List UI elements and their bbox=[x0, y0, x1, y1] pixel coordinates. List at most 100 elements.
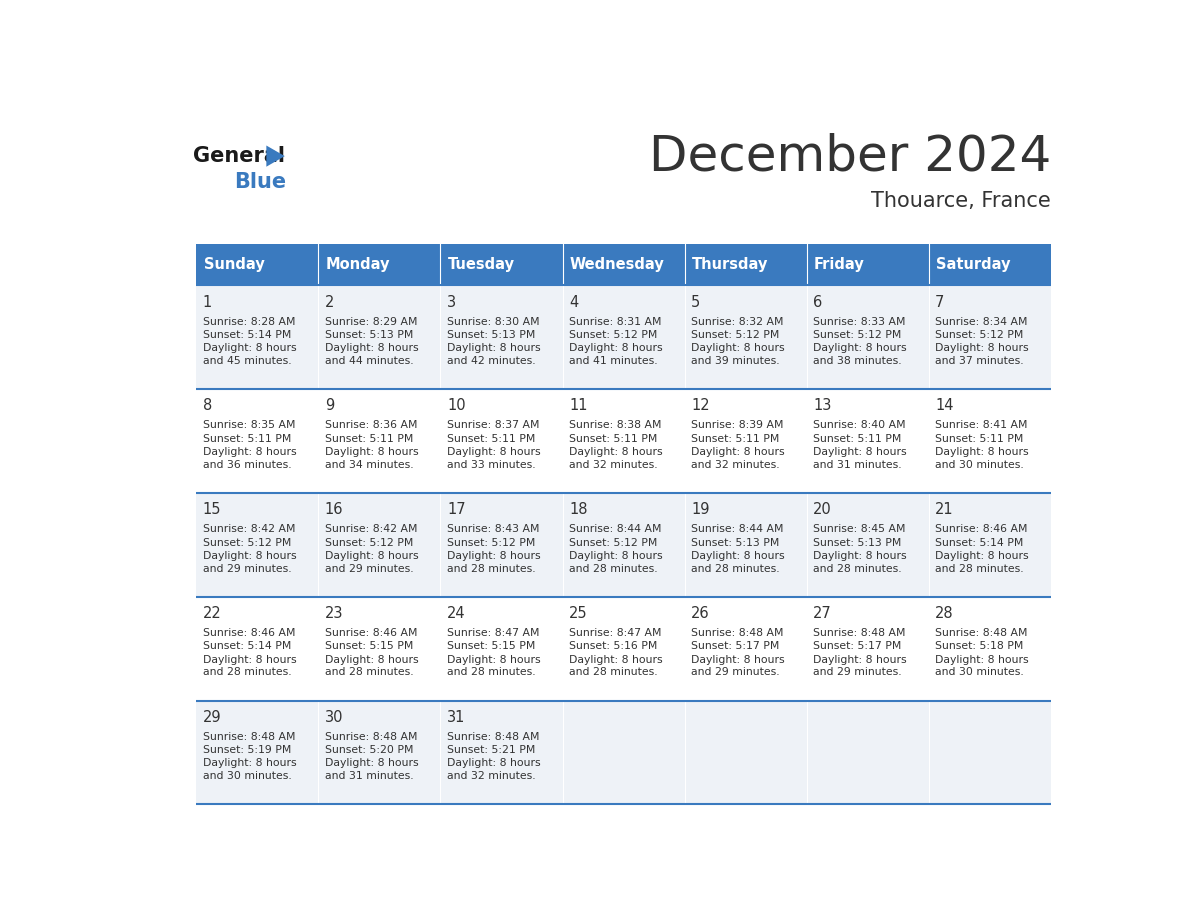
Text: Sunrise: 8:46 AM: Sunrise: 8:46 AM bbox=[203, 628, 296, 638]
Text: Sunrise: 8:48 AM: Sunrise: 8:48 AM bbox=[324, 732, 417, 742]
Text: Daylight: 8 hours: Daylight: 8 hours bbox=[447, 655, 541, 665]
Bar bbox=[196, 597, 318, 700]
Bar bbox=[318, 700, 441, 804]
Text: 14: 14 bbox=[935, 398, 954, 413]
Text: 16: 16 bbox=[324, 502, 343, 517]
Bar bbox=[318, 493, 441, 597]
Text: 29: 29 bbox=[203, 710, 221, 724]
Bar bbox=[929, 597, 1051, 700]
Text: Sunset: 5:12 PM: Sunset: 5:12 PM bbox=[569, 330, 657, 340]
Text: Daylight: 8 hours: Daylight: 8 hours bbox=[324, 655, 418, 665]
Text: and 42 minutes.: and 42 minutes. bbox=[447, 356, 536, 366]
Text: and 28 minutes.: and 28 minutes. bbox=[447, 667, 536, 677]
Bar bbox=[563, 493, 684, 597]
Text: Sunset: 5:12 PM: Sunset: 5:12 PM bbox=[324, 538, 413, 547]
Text: and 28 minutes.: and 28 minutes. bbox=[935, 564, 1024, 574]
Text: Sunset: 5:15 PM: Sunset: 5:15 PM bbox=[324, 642, 413, 651]
Text: and 29 minutes.: and 29 minutes. bbox=[203, 564, 291, 574]
Text: Sunrise: 8:48 AM: Sunrise: 8:48 AM bbox=[203, 732, 296, 742]
Bar bbox=[929, 285, 1051, 389]
Text: 27: 27 bbox=[813, 606, 832, 621]
Bar bbox=[318, 285, 441, 389]
Text: Daylight: 8 hours: Daylight: 8 hours bbox=[935, 655, 1029, 665]
Text: Wednesday: Wednesday bbox=[570, 257, 664, 273]
Text: Sunset: 5:11 PM: Sunset: 5:11 PM bbox=[935, 434, 1024, 443]
Text: 5: 5 bbox=[691, 295, 700, 309]
Text: Sunrise: 8:42 AM: Sunrise: 8:42 AM bbox=[203, 524, 296, 534]
Text: and 29 minutes.: and 29 minutes. bbox=[324, 564, 413, 574]
Bar bbox=[563, 700, 684, 804]
Text: Sunset: 5:19 PM: Sunset: 5:19 PM bbox=[203, 745, 291, 756]
Text: 23: 23 bbox=[324, 606, 343, 621]
Text: and 28 minutes.: and 28 minutes. bbox=[813, 564, 902, 574]
Text: 28: 28 bbox=[935, 606, 954, 621]
Text: Sunset: 5:13 PM: Sunset: 5:13 PM bbox=[813, 538, 902, 547]
Text: and 29 minutes.: and 29 minutes. bbox=[691, 667, 779, 677]
Text: Daylight: 8 hours: Daylight: 8 hours bbox=[324, 551, 418, 561]
Text: Sunset: 5:12 PM: Sunset: 5:12 PM bbox=[813, 330, 902, 340]
Text: 13: 13 bbox=[813, 398, 832, 413]
Text: and 28 minutes.: and 28 minutes. bbox=[691, 564, 779, 574]
Bar bbox=[684, 493, 807, 597]
Bar bbox=[196, 389, 318, 493]
Text: Daylight: 8 hours: Daylight: 8 hours bbox=[203, 343, 297, 353]
Text: Sunset: 5:15 PM: Sunset: 5:15 PM bbox=[447, 642, 536, 651]
Text: Daylight: 8 hours: Daylight: 8 hours bbox=[447, 758, 541, 768]
Text: Daylight: 8 hours: Daylight: 8 hours bbox=[447, 551, 541, 561]
Text: Daylight: 8 hours: Daylight: 8 hours bbox=[203, 758, 297, 768]
Text: 6: 6 bbox=[813, 295, 822, 309]
Text: 24: 24 bbox=[447, 606, 466, 621]
Text: Sunrise: 8:48 AM: Sunrise: 8:48 AM bbox=[691, 628, 784, 638]
Bar bbox=[807, 700, 929, 804]
Text: and 38 minutes.: and 38 minutes. bbox=[813, 356, 902, 366]
Text: Sunrise: 8:41 AM: Sunrise: 8:41 AM bbox=[935, 420, 1028, 431]
Text: Daylight: 8 hours: Daylight: 8 hours bbox=[813, 343, 906, 353]
Bar bbox=[441, 244, 563, 285]
Text: Sunrise: 8:31 AM: Sunrise: 8:31 AM bbox=[569, 317, 662, 327]
Text: Sunrise: 8:44 AM: Sunrise: 8:44 AM bbox=[569, 524, 662, 534]
Text: Sunrise: 8:47 AM: Sunrise: 8:47 AM bbox=[447, 628, 539, 638]
Text: and 33 minutes.: and 33 minutes. bbox=[447, 460, 536, 470]
Bar bbox=[196, 244, 318, 285]
Text: and 32 minutes.: and 32 minutes. bbox=[569, 460, 658, 470]
Text: 22: 22 bbox=[203, 606, 222, 621]
Text: 31: 31 bbox=[447, 710, 466, 724]
Text: Sunday: Sunday bbox=[204, 257, 265, 273]
Text: Sunrise: 8:34 AM: Sunrise: 8:34 AM bbox=[935, 317, 1028, 327]
Bar bbox=[684, 700, 807, 804]
Text: Daylight: 8 hours: Daylight: 8 hours bbox=[447, 447, 541, 457]
Text: Sunset: 5:17 PM: Sunset: 5:17 PM bbox=[813, 642, 902, 651]
Text: Daylight: 8 hours: Daylight: 8 hours bbox=[203, 447, 297, 457]
Text: December 2024: December 2024 bbox=[649, 132, 1051, 180]
Bar bbox=[441, 285, 563, 389]
Text: Sunrise: 8:43 AM: Sunrise: 8:43 AM bbox=[447, 524, 539, 534]
Text: Sunset: 5:12 PM: Sunset: 5:12 PM bbox=[935, 330, 1024, 340]
Text: Sunrise: 8:48 AM: Sunrise: 8:48 AM bbox=[935, 628, 1028, 638]
Text: 12: 12 bbox=[691, 398, 709, 413]
Bar bbox=[563, 244, 684, 285]
Text: Sunset: 5:12 PM: Sunset: 5:12 PM bbox=[691, 330, 779, 340]
Bar bbox=[196, 700, 318, 804]
Bar bbox=[441, 493, 563, 597]
Text: Sunset: 5:18 PM: Sunset: 5:18 PM bbox=[935, 642, 1024, 651]
Text: 4: 4 bbox=[569, 295, 579, 309]
Text: 3: 3 bbox=[447, 295, 456, 309]
Text: Sunset: 5:13 PM: Sunset: 5:13 PM bbox=[447, 330, 536, 340]
Text: and 34 minutes.: and 34 minutes. bbox=[324, 460, 413, 470]
Bar bbox=[441, 597, 563, 700]
Text: Daylight: 8 hours: Daylight: 8 hours bbox=[691, 343, 785, 353]
Text: 11: 11 bbox=[569, 398, 588, 413]
Bar bbox=[441, 700, 563, 804]
Text: Sunset: 5:17 PM: Sunset: 5:17 PM bbox=[691, 642, 779, 651]
Text: Sunrise: 8:40 AM: Sunrise: 8:40 AM bbox=[813, 420, 905, 431]
Text: and 28 minutes.: and 28 minutes. bbox=[569, 667, 658, 677]
Text: Sunrise: 8:44 AM: Sunrise: 8:44 AM bbox=[691, 524, 784, 534]
Polygon shape bbox=[266, 145, 285, 167]
Text: General: General bbox=[192, 146, 285, 166]
Text: Daylight: 8 hours: Daylight: 8 hours bbox=[569, 343, 663, 353]
Text: Sunset: 5:21 PM: Sunset: 5:21 PM bbox=[447, 745, 536, 756]
Text: 8: 8 bbox=[203, 398, 213, 413]
Text: Sunrise: 8:32 AM: Sunrise: 8:32 AM bbox=[691, 317, 784, 327]
Bar bbox=[318, 389, 441, 493]
Text: and 28 minutes.: and 28 minutes. bbox=[447, 564, 536, 574]
